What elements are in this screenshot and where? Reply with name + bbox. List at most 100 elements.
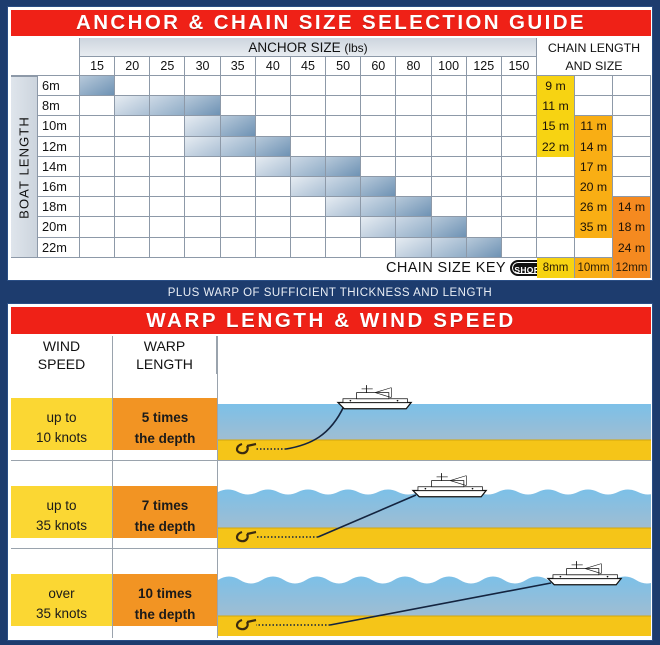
anchor-grid-cell: [185, 197, 221, 218]
chain-empty-cell: [537, 217, 575, 238]
anchor-grid-cell: [290, 116, 327, 137]
anchor-grid-cell: [80, 116, 116, 137]
anchor-grid-cell: [466, 76, 502, 97]
boat-illustration: [336, 385, 413, 410]
panel1-title: ANCHOR & CHAIN SIZE SELECTION GUIDE: [11, 10, 651, 36]
anchor-grid-cell: [396, 116, 432, 137]
anchor-grid-cell: [501, 237, 537, 258]
boat-length-row-label: 10m: [38, 116, 80, 137]
anchor-grid-cell: [431, 116, 467, 137]
chain-length-cell: 18 m: [613, 217, 651, 238]
anchor-grid-cell: [220, 96, 256, 117]
anchor-grid-cell: [115, 136, 151, 157]
boat-length-row-label: 22m: [38, 237, 80, 258]
chain-empty-cell: [537, 197, 575, 218]
chain-size-key-row: CHAIN SIZE KEY SHORT 8mm 10mm 12mm: [11, 258, 651, 278]
chain-length-cell: 22 m: [537, 136, 575, 157]
anchor-match-cell: [150, 96, 186, 117]
anchor-grid-cell: [501, 177, 537, 198]
anchor-grid-cell: [501, 217, 537, 238]
chain-length-cell: 14 m: [575, 136, 613, 157]
anchor-grid-cell: [255, 76, 291, 97]
anchor-match-cell: [290, 156, 327, 177]
anchor-match-cell: [255, 156, 291, 177]
anchor-grid-cell: [326, 217, 362, 238]
chain-length-cell: 11 m: [575, 116, 613, 137]
warp-length-line2: the depth: [134, 431, 196, 446]
anchor-grid-cell: [431, 76, 467, 97]
anchor-grid-cell: [501, 136, 537, 157]
anchor-grid-cell: [290, 96, 327, 117]
anchor-size-header-cell: 20: [115, 57, 151, 76]
anchor-grid-cell: [220, 217, 256, 238]
anchor-grid-cell: [115, 217, 151, 238]
anchor-match-cell: [326, 156, 362, 177]
chain-empty-cell: [575, 96, 613, 117]
anchor-grid-cell: [115, 116, 151, 137]
anchor-match-cell: [80, 76, 116, 97]
anchor-match-cell: [431, 237, 467, 258]
anchor-grid-cell: [466, 177, 502, 198]
chain-empty-cell: [613, 156, 651, 177]
anchor-grid-cell: [255, 217, 291, 238]
chain-length-cell: 9 m: [537, 76, 575, 97]
warp-length-cell: 5 times the depth: [113, 398, 217, 450]
chain-length-cell: 15 m: [537, 116, 575, 137]
wind-speed-line1: up to: [46, 410, 77, 425]
boat-scene: [218, 550, 651, 636]
anchor-grid-cell: [115, 177, 151, 198]
wind-header-line1: WIND: [42, 338, 81, 354]
anchor-grid-cell: [80, 177, 116, 198]
anchor-grid-cell: [326, 76, 362, 97]
anchor-match-cell: [255, 136, 291, 157]
anchor-grid-cell: [431, 156, 467, 177]
warp-wind-grid: WIND SPEED WARP LENGTH up to 10 knots 5 ti…: [11, 336, 651, 638]
anchor-size-header-cell: 25: [150, 57, 186, 76]
boat-length-row-label: 16m: [38, 177, 80, 198]
plus-warp-note: PLUS WARP OF SUFFICIENT THICKNESS AND LE…: [167, 287, 493, 299]
anchor-grid-cell: [431, 197, 467, 218]
anchor-grid-cell: [501, 156, 537, 177]
anchor-size-header-cell: 40: [255, 57, 291, 76]
boat-length-label-text: BOAT LENGTH: [16, 116, 32, 219]
anchor-match-cell: [326, 177, 362, 198]
chain-length-cell: 35 m: [575, 217, 613, 238]
anchor-grid-cell: [220, 197, 256, 218]
anchor-grid-cell: [150, 156, 186, 177]
scene-svg: [218, 462, 651, 548]
warp-length-line1: 10 times: [137, 586, 193, 601]
anchor-grid-cell: [431, 177, 467, 198]
anchor-grid-cell: [220, 177, 256, 198]
key-row-spacer: [11, 258, 537, 278]
anchor-grid-cell: [361, 96, 397, 117]
anchor-grid-cell: [150, 116, 186, 137]
anchor-grid-cell: [150, 136, 186, 157]
anchor-grid-cell: [396, 76, 432, 97]
wind-speed-line2: 35 knots: [35, 606, 88, 621]
scene-svg: [218, 374, 651, 460]
anchor-match-cell: [185, 136, 221, 157]
anchor-grid-cell: [361, 136, 397, 157]
anchor-illustration: [235, 618, 257, 631]
anchor-match-cell: [361, 197, 397, 218]
chain-empty-cell: [613, 96, 651, 117]
warp-length-line1: 7 times: [141, 498, 189, 513]
wind-speed-line2: 35 knots: [35, 518, 88, 533]
anchor-grid-cell: [80, 96, 116, 117]
row-divider: [11, 460, 651, 461]
warp-length-line2: the depth: [134, 607, 196, 622]
chain-header-line2: AND SIZE: [565, 59, 623, 73]
warp-header-line2: LENGTH: [136, 356, 193, 372]
anchor-match-cell: [115, 96, 151, 117]
row-divider: [11, 548, 651, 549]
chain-length-cell: 24 m: [613, 237, 651, 258]
scene-svg: [218, 550, 651, 636]
anchor-grid-cell: [150, 177, 186, 198]
boat-illustration: [546, 561, 623, 586]
anchor-grid-cell: [150, 237, 186, 258]
anchor-match-cell: [361, 217, 397, 238]
boat-length-row-label: 8m: [38, 96, 80, 117]
anchor-size-header-cell: 35: [220, 57, 256, 76]
grid-corner-blank: [11, 38, 80, 76]
anchor-grid-cell: [255, 197, 291, 218]
